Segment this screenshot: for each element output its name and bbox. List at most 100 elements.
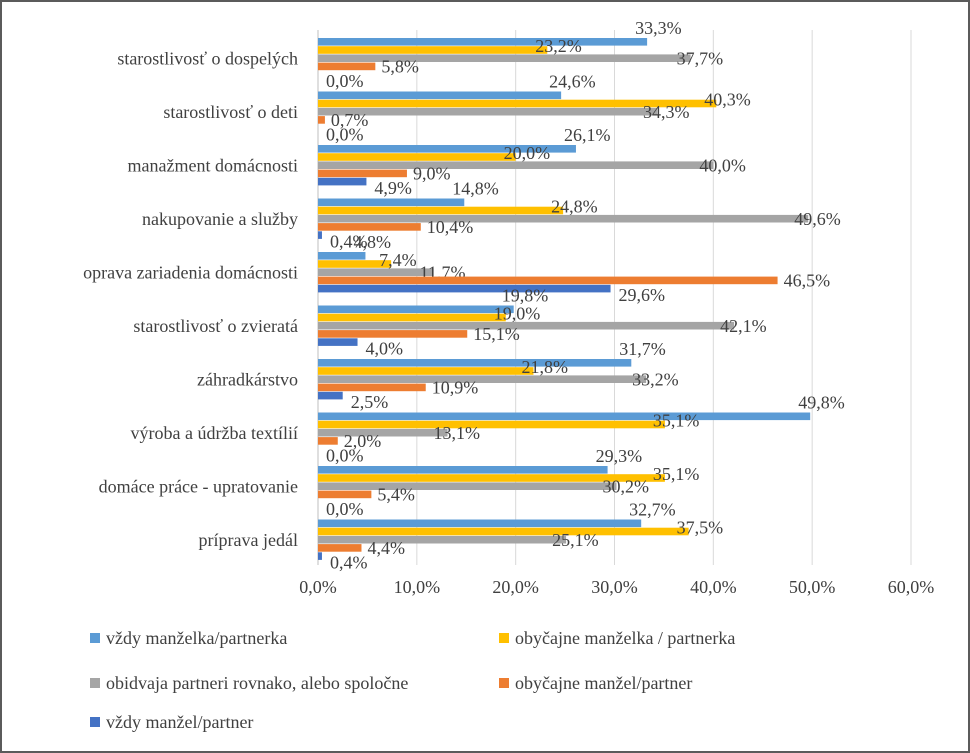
data-label: 42,1%	[720, 316, 767, 336]
bar	[318, 161, 714, 169]
bar	[318, 391, 343, 400]
bar	[318, 268, 434, 276]
data-label: 40,3%	[704, 90, 751, 110]
bar	[318, 252, 366, 260]
bar	[318, 321, 735, 330]
data-label: 0,0%	[326, 124, 364, 144]
data-label: 5,4%	[377, 485, 415, 505]
data-label: 13,1%	[433, 423, 480, 443]
data-label: 7,4%	[379, 250, 417, 270]
data-label: 10,4%	[427, 217, 474, 237]
bar	[318, 535, 567, 544]
bar	[318, 313, 506, 322]
legend-swatch	[90, 678, 100, 688]
bar	[318, 367, 534, 375]
data-label: 24,8%	[551, 197, 598, 217]
data-label: 46,5%	[784, 271, 831, 291]
data-label: 2,0%	[344, 431, 382, 451]
bar	[318, 383, 426, 392]
bar	[318, 116, 325, 124]
data-label: 24,6%	[549, 72, 596, 92]
bar	[318, 223, 421, 231]
data-label: 0,4%	[330, 552, 368, 572]
data-label: 33,2%	[632, 369, 679, 389]
category-label: starostlivosť o dospelých	[117, 49, 298, 69]
data-label: 26,1%	[564, 125, 611, 145]
bar	[318, 338, 358, 346]
data-label: 29,6%	[619, 285, 666, 305]
bar	[318, 375, 647, 383]
bar	[318, 330, 468, 338]
data-label: 33,3%	[635, 18, 682, 38]
bar	[318, 91, 562, 100]
bar	[318, 214, 809, 223]
data-label: 4,0%	[366, 338, 404, 358]
data-label: 0,4%	[330, 231, 368, 251]
bar	[318, 99, 717, 108]
data-label: 49,8%	[798, 393, 845, 413]
legend-swatch	[499, 633, 509, 643]
data-label: 34,3%	[643, 102, 690, 122]
data-label: 25,1%	[552, 530, 599, 550]
bar	[318, 153, 516, 161]
bar	[318, 206, 564, 215]
bar	[318, 46, 548, 54]
bar	[318, 38, 648, 46]
data-label: 0,7%	[331, 110, 369, 130]
x-tick-label: 30,0%	[591, 577, 638, 597]
data-label: 19,8%	[502, 286, 549, 306]
legend-label: vždy manželka/partnerka	[106, 628, 287, 648]
data-label: 0,0%	[326, 445, 364, 465]
data-label: 35,1%	[653, 411, 700, 431]
data-label: 10,9%	[432, 378, 479, 398]
x-tick-label: 50,0%	[789, 577, 836, 597]
category-label: manažment domácnosti	[128, 156, 298, 176]
bar	[318, 519, 642, 528]
bar	[318, 466, 608, 474]
bar	[318, 412, 811, 421]
x-tick-label: 40,0%	[690, 577, 737, 597]
legend-swatch	[90, 633, 100, 643]
data-label: 40,0%	[699, 155, 746, 175]
bar	[318, 474, 665, 482]
bar	[318, 284, 611, 293]
data-label: 20,0%	[504, 143, 550, 163]
category-label: výroba a údržba textílií	[131, 423, 298, 443]
bar	[318, 552, 322, 560]
bar	[318, 54, 691, 62]
legend-label: obyčajne manželka / partnerka	[515, 628, 735, 648]
bar	[318, 359, 632, 367]
bar	[318, 276, 778, 285]
bar	[318, 231, 322, 239]
category-label: nakupovanie a služby	[142, 209, 298, 229]
bar	[318, 260, 392, 268]
x-tick-label: 10,0%	[394, 577, 441, 597]
data-label: 14,8%	[452, 179, 499, 199]
bar	[318, 107, 657, 116]
bar	[318, 527, 689, 536]
data-label: 30,2%	[602, 476, 649, 496]
legend-label: obidvaja partneri rovnako, alebo spoločn…	[106, 673, 408, 693]
category-label: príprava jedál	[199, 530, 298, 550]
data-label: 0,0%	[326, 499, 364, 519]
data-label: 4,4%	[367, 538, 405, 558]
bar	[318, 169, 407, 178]
data-label: 37,7%	[677, 48, 724, 68]
data-label: 0,0%	[326, 71, 364, 91]
data-label: 37,5%	[677, 518, 724, 538]
data-label: 15,1%	[473, 324, 520, 344]
data-label: 49,6%	[794, 209, 841, 229]
bar	[318, 177, 367, 186]
bar	[318, 305, 514, 314]
x-tick-label: 20,0%	[492, 577, 539, 597]
legend-swatch	[499, 678, 509, 688]
data-label: 32,7%	[629, 500, 676, 520]
bar	[318, 198, 465, 207]
data-label: 29,3%	[596, 446, 643, 466]
category-label: starostlivosť o deti	[163, 102, 298, 122]
data-label: 4,8%	[353, 232, 391, 252]
legend-swatch	[90, 717, 100, 727]
bar	[318, 437, 338, 445]
